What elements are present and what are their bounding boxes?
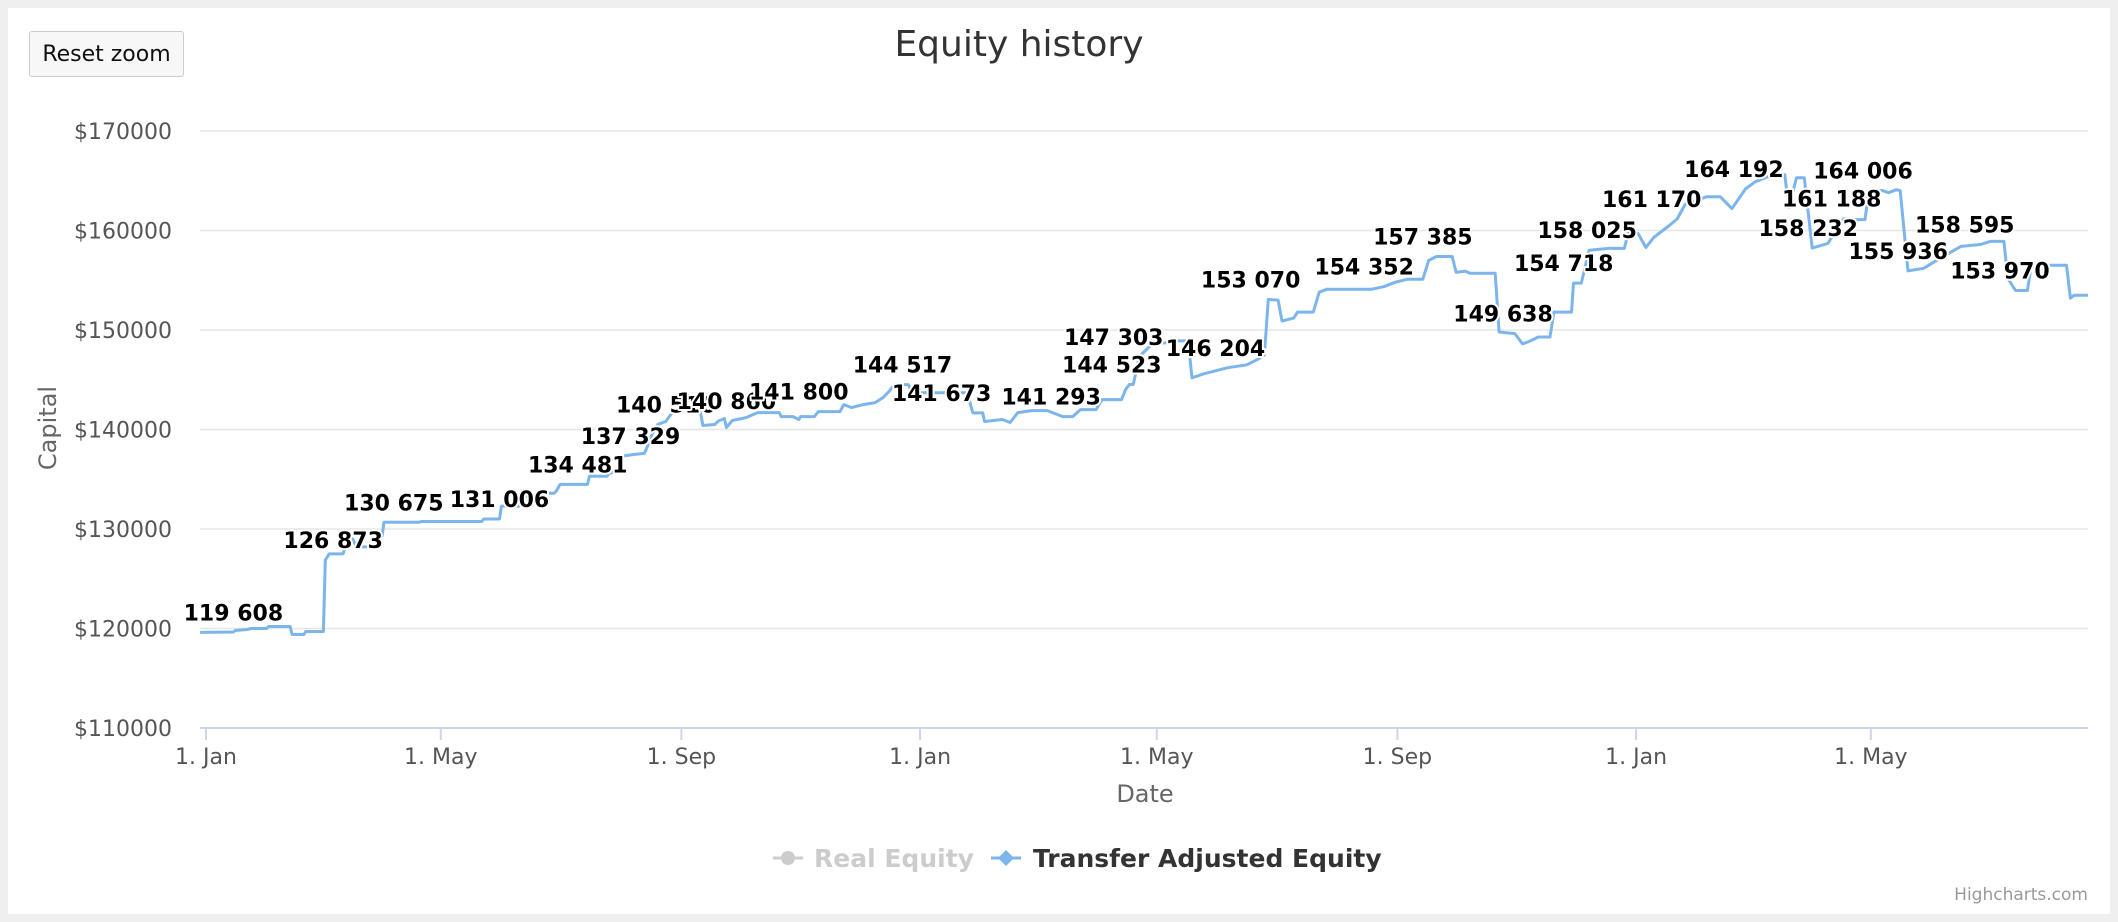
x-tick-label: 1. May	[404, 745, 477, 770]
data-label: 141 673	[892, 382, 992, 407]
x-axis-labels: 1. Jan 1. May 1. Sep 1. Jan 1. May 1. Sep 1. J…	[175, 728, 1908, 770]
data-labels: 119 608 126 873 130 675 131 006 134 481 137 3…	[182, 156, 2052, 629]
data-label: 131 006	[450, 488, 550, 513]
data-label: 137 329	[581, 425, 681, 450]
data-label: 154 352	[1314, 256, 1414, 281]
grid-lines	[200, 130, 2088, 630]
x-axis-title: Date	[1116, 780, 1173, 808]
data-label: 154 718	[1514, 252, 1614, 277]
x-tick-label: 1. May	[1120, 745, 1193, 770]
data-label: 161 170	[1602, 188, 1702, 213]
x-tick-label: 1. Sep	[1363, 745, 1432, 770]
data-label: 157 385	[1373, 226, 1473, 251]
y-tick-label: $150000	[74, 319, 172, 344]
data-label: 153 970	[1950, 259, 2050, 284]
data-label: 140 860	[677, 390, 777, 415]
x-tick-label: 1. Jan	[175, 745, 237, 770]
chart-title: Equity history	[894, 24, 1143, 65]
data-label: 141 293	[1001, 386, 1101, 411]
data-label: 164 006	[1813, 160, 1913, 185]
data-label: 146 204	[1166, 337, 1266, 362]
data-label: 140 516	[616, 393, 716, 418]
reset-zoom-button[interactable]: Reset zoom	[29, 31, 184, 77]
data-label: 155 936	[1848, 240, 1948, 265]
data-label: 144 517	[853, 354, 953, 379]
x-tick-label: 1. Jan	[1605, 745, 1667, 770]
data-label: 158 232	[1758, 217, 1858, 242]
data-label: 119 608	[184, 601, 284, 626]
legend-transfer-adjusted-diamond-icon	[998, 850, 1014, 866]
data-label: 153 070	[1201, 268, 1301, 293]
credits-link[interactable]: Highcharts.com	[1954, 885, 2088, 905]
data-label: 141 800	[749, 381, 849, 406]
y-tick-label: $130000	[74, 518, 172, 543]
x-tick-label: 1. Sep	[647, 745, 716, 770]
x-tick-label: 1. May	[1834, 745, 1907, 770]
chart-container	[8, 8, 2110, 914]
y-axis-title: Capital	[34, 386, 62, 470]
legend-item-transfer-adjusted-equity[interactable]: Transfer Adjusted Equity	[991, 844, 1382, 873]
data-label: 149 638	[1453, 303, 1553, 328]
data-label: 147 303	[1064, 326, 1164, 351]
y-tick-label: $120000	[74, 618, 172, 643]
y-tick-label: $110000	[74, 717, 172, 742]
y-tick-label: $160000	[74, 220, 172, 245]
legend-transfer-adjusted-equity-label: Transfer Adjusted Equity	[1033, 844, 1382, 873]
legend-real-equity-circle-icon	[781, 851, 795, 865]
data-label: 161 188	[1782, 188, 1882, 213]
transfer-adjusted-equity-line[interactable]	[200, 173, 2088, 636]
data-label: 134 481	[528, 453, 628, 478]
y-tick-label: $140000	[74, 419, 172, 444]
legend-real-equity-label: Real Equity	[814, 844, 974, 873]
y-axis-labels: $110000 $120000 $130000 $140000 $150000 $1600…	[74, 120, 172, 742]
data-label: 158 595	[1915, 213, 2015, 238]
x-tick-label: 1. Jan	[889, 745, 951, 770]
data-label: 164 192	[1684, 158, 1784, 183]
data-label: 126 873	[283, 529, 383, 554]
legend-item-real-equity[interactable]: Real Equity	[773, 844, 974, 873]
data-label: 130 675	[344, 491, 444, 516]
data-label: 158 025	[1537, 219, 1637, 244]
data-label: 144 523	[1062, 353, 1162, 378]
y-tick-label: $170000	[74, 120, 172, 145]
